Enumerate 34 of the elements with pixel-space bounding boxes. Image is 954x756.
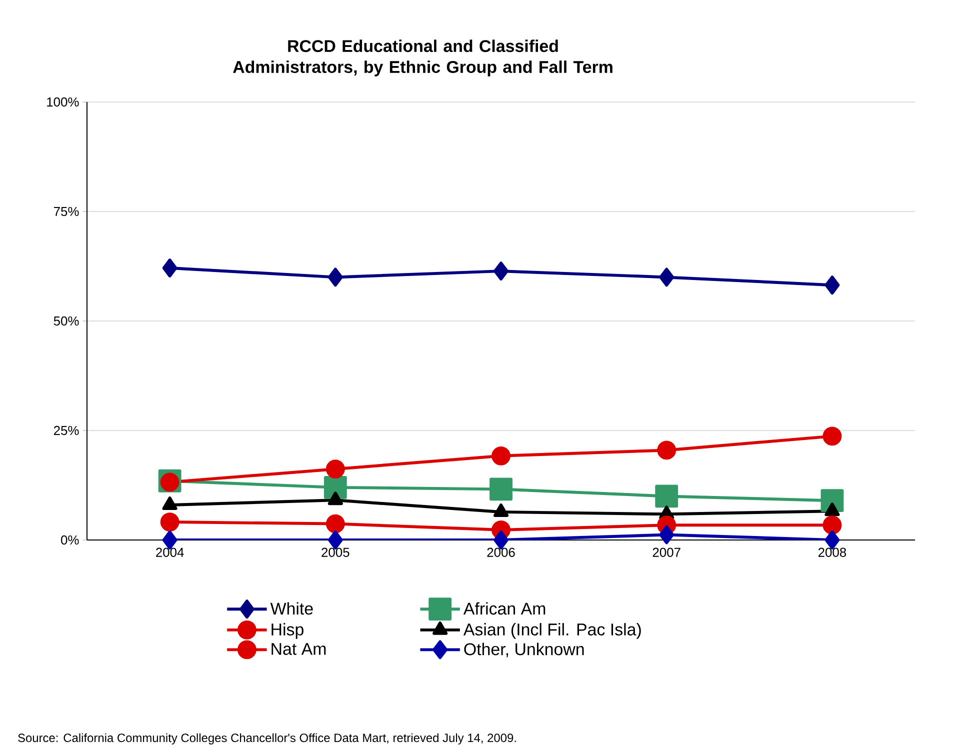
point [490,478,512,501]
x-tick-label: 2008 [818,548,846,557]
legend-label: Nat Am [272,643,326,655]
point [822,516,842,535]
point [659,268,674,287]
point [160,512,180,532]
point [657,440,676,460]
point [326,460,345,479]
x-tick-label: 2007 [652,548,680,557]
legend-label: White [270,602,313,615]
point [494,262,508,281]
legend-label: African Am [463,602,546,615]
source-note: Source: California Community Colleges Chancellor's Office Data Mart, retrieved July 14, 2009. [18,733,516,744]
point [659,525,674,544]
point [160,472,180,492]
point [328,268,343,287]
x-tick-label: 2006 [487,548,515,557]
point [655,484,678,508]
x-tick-label: 2005 [322,548,350,557]
point [492,446,510,466]
legend-label: Hisp [272,623,304,639]
y-tick-label: 100% [47,97,79,107]
legend-label: Other, Unknown [464,642,584,658]
y-tick-label: 0% [61,535,79,545]
y-tick-label: 75% [54,206,79,216]
y-tick-label: 25% [54,426,79,436]
point [162,258,178,278]
point [326,514,345,534]
x-tick-label: 2004 [156,548,184,557]
point [824,276,840,295]
legend-label: Asian (Incl Fil. Pac Isla) [463,623,641,639]
chart-title: RCCD Educational and Classified Administrators, by Ethnic Group and Fall Term [233,40,612,76]
point [822,426,842,446]
y-tick-label: 50% [54,316,79,326]
